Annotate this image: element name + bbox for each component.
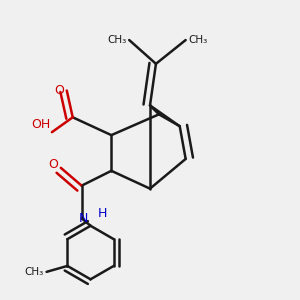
Text: O: O: [48, 158, 58, 171]
Text: N: N: [78, 212, 88, 225]
Text: O: O: [54, 84, 64, 97]
Text: CH₃: CH₃: [189, 35, 208, 45]
Text: CH₃: CH₃: [107, 35, 126, 45]
Text: H: H: [98, 207, 107, 220]
Text: OH: OH: [31, 118, 50, 131]
Text: CH₃: CH₃: [24, 267, 44, 277]
